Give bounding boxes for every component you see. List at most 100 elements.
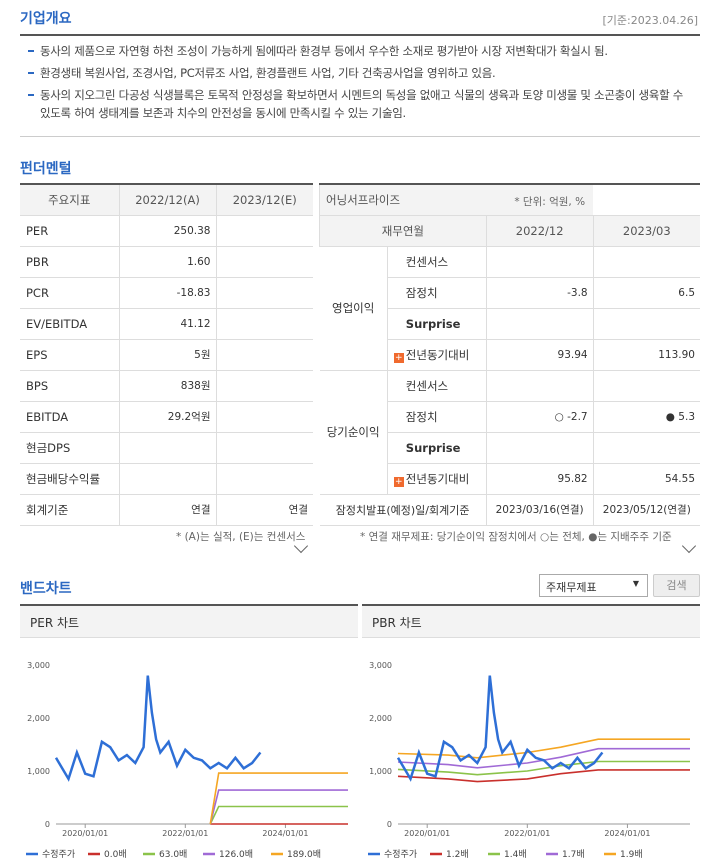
indicator-value: 연결 <box>215 493 313 526</box>
legend-label: 0.0배 <box>104 849 127 860</box>
x-tick-label: 2024/01/01 <box>262 829 308 838</box>
earnings-surprise-title: 어닝서프라이즈 <box>326 192 401 207</box>
metric-label: 잠정치 <box>405 285 438 300</box>
indicator-row: 현금배당수익률 <box>20 462 313 495</box>
indicator-row: PCR -18.83 <box>20 276 313 309</box>
series-line-2 <box>209 805 348 825</box>
surprise-row: 당기순이익 컨센서스 <box>319 369 700 495</box>
legend-label: 126.0배 <box>219 849 253 860</box>
indicator-row: EBITDA 29.2억원 <box>20 400 313 433</box>
x-tick-label: 2020/01/01 <box>62 829 108 838</box>
indicator-name: BPS <box>20 369 120 402</box>
metric-value <box>592 369 700 402</box>
overview-date: [기준:2023.04.26] <box>602 14 698 27</box>
indicator-name: EBITDA <box>20 400 120 433</box>
indicator-row: 현금DPS <box>20 431 313 464</box>
x-tick-label: 2024/01/01 <box>604 829 650 838</box>
per-chart-title: PER 차트 <box>20 606 358 638</box>
indicator-value <box>215 431 313 464</box>
metric-name: Surprise <box>386 307 487 340</box>
footer-label: 잠정치발표(예정)일/회계기준 <box>319 493 487 526</box>
legend-label: 1.2배 <box>446 849 469 860</box>
indicator-value <box>215 462 313 495</box>
indicator-value <box>215 307 313 340</box>
indicator-row: EPS 5원 <box>20 338 313 371</box>
right-table-note: * 연결 재무제표: 당기순이익 잠정치에서 ○는 전체, ●는 지배주주 기준 <box>360 531 672 543</box>
y-tick-label: 2,000 <box>27 714 50 723</box>
y-tick-label: 0 <box>387 820 392 829</box>
earnings-surprise-table: 어닝서프라이즈 * 단위: 억원, % 재무연월 2022/12 2023/03 영업… <box>319 183 700 526</box>
overview-list: 동사의 제품으로 자연형 하천 조성이 가능하게 됨에따라 환경부 등에서 우수… <box>20 34 700 137</box>
x-tick-label: 2022/01/01 <box>504 829 550 838</box>
x-tick-label: 2022/01/01 <box>162 829 208 838</box>
y-tick-label: 1,000 <box>27 767 50 776</box>
series-line-0 <box>396 675 604 782</box>
chevron-down-icon[interactable] <box>681 538 697 554</box>
metric-value <box>592 307 700 340</box>
pbr-chart-panel: PBR 차트 3,000 2,000 1,000 0 2020/01/01 2022/01… <box>362 604 700 864</box>
series-line-4 <box>209 772 348 825</box>
metric-label: 컨센서스 <box>405 254 449 269</box>
indicator-value: 5원 <box>118 338 217 371</box>
indicator-name: 회계기준 <box>20 493 120 526</box>
metric-value: -3.8 <box>485 276 594 309</box>
indicator-value <box>215 400 313 433</box>
indicator-value <box>118 431 217 464</box>
metric-value <box>485 245 594 278</box>
y-tick-label: 2,000 <box>369 714 392 723</box>
metric-label: 전년동기대비 <box>405 471 470 486</box>
metric-value: ○ -2.7 <box>485 400 594 433</box>
metric-name: + 전년동기대비 <box>386 338 487 371</box>
indicator-value: 41.12 <box>118 307 217 340</box>
select-value: 주재무제표 <box>546 581 597 594</box>
indicator-name: PER <box>20 214 120 247</box>
earnings-surprise-header: 어닝서프라이즈 * 단위: 억원, % <box>319 183 594 216</box>
indicator-value: -18.83 <box>118 276 217 309</box>
footer-value: 2023/03/16(연결) <box>485 493 594 526</box>
indicator-value: 연결 <box>118 493 217 526</box>
metric-value: 95.82 <box>485 462 594 495</box>
overview-item: 동사의 지오그린 다공성 식생블록은 토목적 안정성을 확보하면서 시멘트의 독… <box>26 86 694 122</box>
statement-select[interactable]: 주재무제표 ▼ <box>539 574 648 597</box>
metric-value <box>485 307 594 340</box>
y-tick-label: 0 <box>45 820 50 829</box>
series-line-0 <box>54 675 262 782</box>
metric-label: 잠정치 <box>405 409 438 424</box>
legend-label: 수정주가 <box>384 849 417 860</box>
expand-plus-icon[interactable]: + <box>393 352 404 363</box>
indicator-value <box>118 462 217 495</box>
overview-item: 환경생태 복원사업, 조경사업, PC저류조 사업, 환경플랜트 사업, 기타 … <box>26 64 694 82</box>
pbr-chart: 3,000 2,000 1,000 0 2020/01/01 2022/01/01 2024… <box>368 661 690 860</box>
indicator-name: 현금DPS <box>20 431 120 464</box>
indicator-value: 1.60 <box>118 245 217 278</box>
per-chart-panel: PER 차트 3,000 2,000 1,000 0 2020/01/01 2022/01… <box>20 604 358 864</box>
metric-value: 6.5 <box>592 276 700 309</box>
series-line-3 <box>209 789 348 825</box>
metric-value: 93.94 <box>485 338 594 371</box>
col-header: 2022/12(A) <box>118 183 217 216</box>
metric-name: 컨센서스 <box>386 245 487 278</box>
metric-value <box>592 431 700 464</box>
col-header: 2022/12 <box>485 214 594 247</box>
overview-title: 기업개요 <box>20 11 72 27</box>
search-button[interactable]: 검색 <box>653 574 700 597</box>
expand-plus-icon[interactable]: + <box>393 476 404 487</box>
legend-label: 63.0배 <box>159 849 187 860</box>
indicator-value: 250.38 <box>118 214 217 247</box>
metric-value: 113.90 <box>592 338 700 371</box>
indicator-name: EV/EBITDA <box>20 307 120 340</box>
surprise-row: + 전년동기대비 95.82 54.55 <box>320 462 700 495</box>
indicator-value: 838원 <box>118 369 217 402</box>
col-header: 재무연월 <box>319 214 487 247</box>
metric-label: 컨센서스 <box>405 378 449 393</box>
indicator-name: PBR <box>20 245 120 278</box>
legend-label: 1.9배 <box>620 849 643 860</box>
band-chart-title: 밴드차트 <box>20 581 72 597</box>
legend-label: 1.7배 <box>562 849 585 860</box>
indicator-name: 현금배당수익률 <box>20 462 120 495</box>
indicator-row: PER 250.38 <box>20 214 313 247</box>
group-label: 당기순이익 <box>319 369 388 495</box>
indicator-name: EPS <box>20 338 120 371</box>
metric-value: ● 5.3 <box>592 400 700 433</box>
col-header: 2023/03 <box>592 214 700 247</box>
